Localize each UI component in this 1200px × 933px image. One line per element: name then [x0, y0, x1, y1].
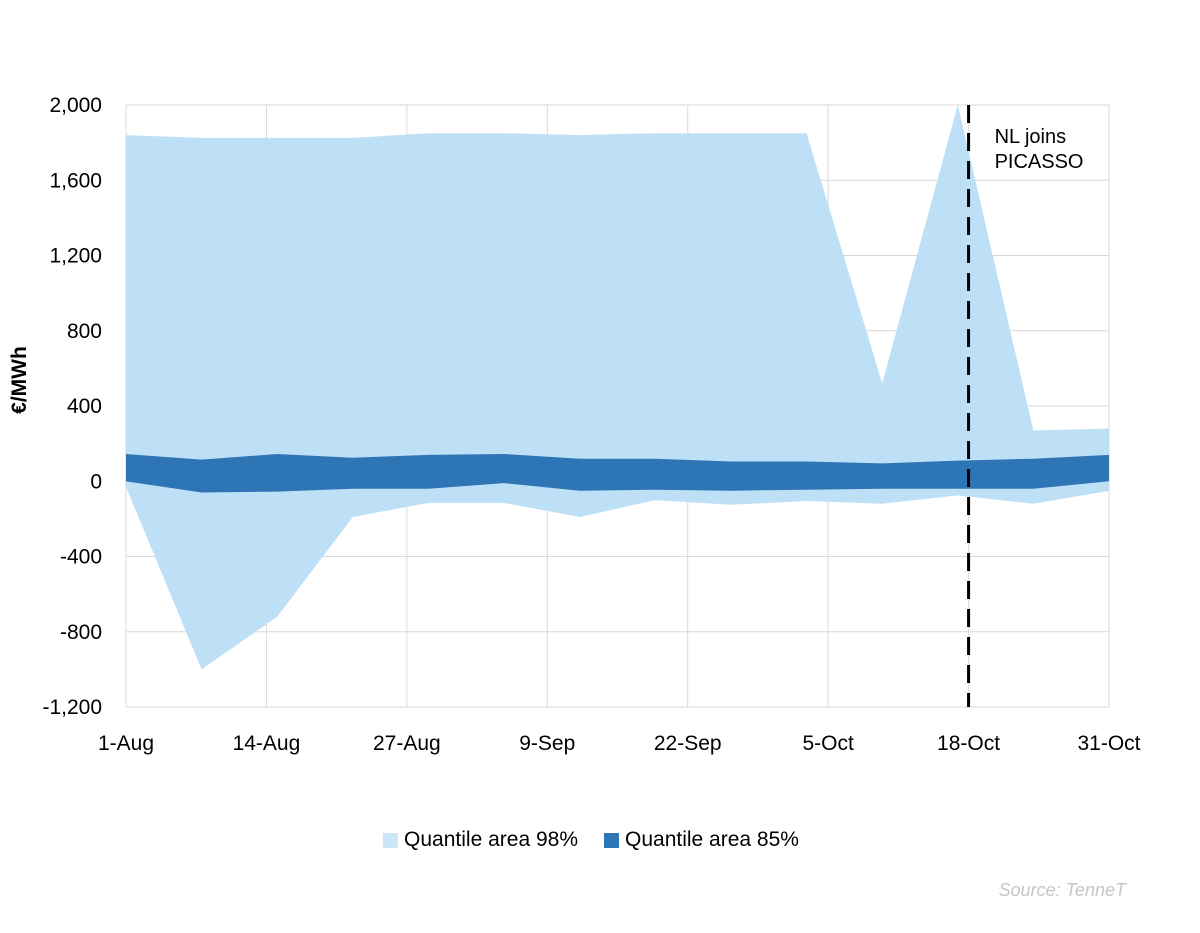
y-tick-label: -1,200: [42, 696, 102, 719]
x-tick-label: 18-Oct: [937, 732, 1000, 755]
legend-swatch-98: [383, 832, 399, 848]
x-tick-label: 14-Aug: [233, 732, 301, 755]
x-tick-label: 27-Aug: [373, 732, 441, 755]
legend-item-98: Quantile area 98%: [383, 828, 578, 852]
y-tick-label: -800: [60, 621, 102, 644]
y-axis-title: €/MWh: [8, 346, 31, 414]
annotation-text-line1: NL joins: [995, 126, 1067, 148]
axes: 2,000 1,600 1,200 800 400 0 -400 -800 -1,200 1-Au…: [42, 94, 1140, 755]
area-series-85: [126, 454, 1109, 493]
x-tick-label: 31-Oct: [1077, 732, 1140, 755]
x-tick-label: 9-Sep: [519, 732, 575, 755]
y-tick-label: 400: [67, 395, 102, 418]
annotations: NL joins PICASSO: [967, 105, 1084, 707]
annotation-text-line2: PICASSO: [995, 151, 1084, 173]
y-tick-label: 0: [90, 470, 102, 493]
y-tick-label: 1,200: [49, 245, 102, 268]
x-tick-label: 1-Aug: [98, 732, 154, 755]
y-tick-label: 2,000: [49, 94, 102, 117]
y-tick-label: -400: [60, 546, 102, 569]
legend-item-85: Quantile area 85%: [604, 828, 799, 852]
y-tick-label: 1,600: [49, 169, 102, 192]
legend-label-98: Quantile area 98%: [404, 828, 578, 851]
legend: Quantile area 98% Quantile area 85%: [0, 828, 1182, 852]
areas: [126, 105, 1109, 670]
area-series-98: [126, 105, 1109, 670]
legend-swatch-85: [604, 832, 619, 848]
x-tick-label: 5-Oct: [802, 732, 854, 755]
y-tick-label: 800: [67, 320, 102, 343]
x-tick-label: 22-Sep: [654, 732, 722, 755]
source-note: Source: TenneT: [998, 880, 1126, 900]
legend-label-85: Quantile area 85%: [625, 828, 799, 851]
